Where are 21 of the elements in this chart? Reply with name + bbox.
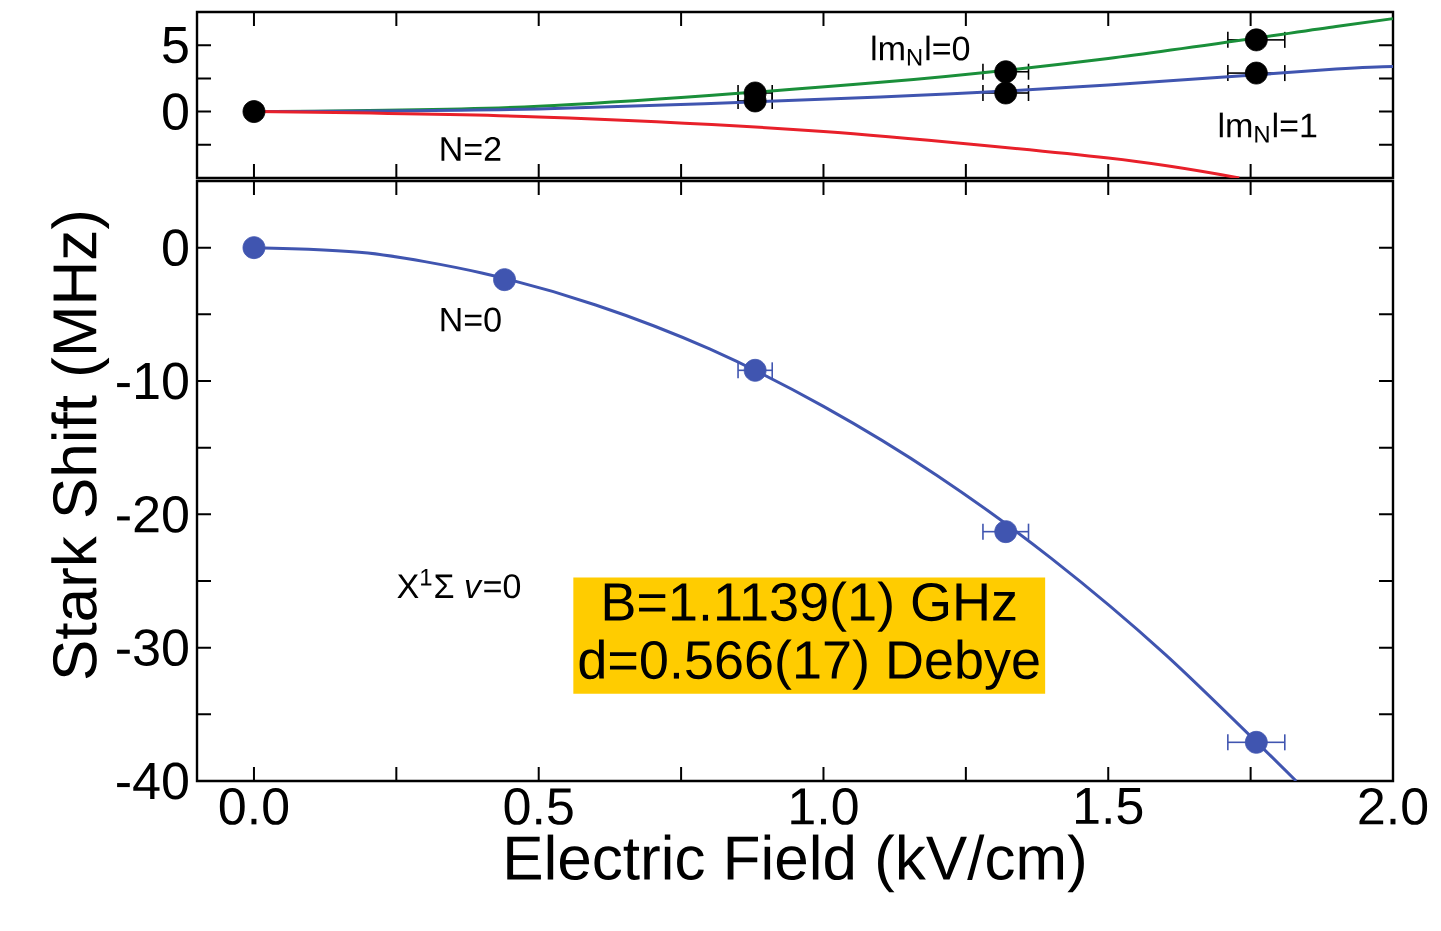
x-axis-title: Electric Field (kV/cm) <box>507 834 1084 893</box>
annotation: N=0 <box>441 307 501 332</box>
annotation: X$^{1}$Σ v=0 <box>397 569 521 599</box>
y-tick-label: -40 <box>117 762 188 800</box>
x-tick-label: 1.0 <box>791 788 858 825</box>
y-tick-label: -10 <box>117 362 188 400</box>
x-tick-label: 1.5 <box>1076 788 1143 825</box>
y-tick-label: 0 <box>163 229 188 267</box>
x-tick-label: 0.0 <box>219 788 289 825</box>
y-tick-label: -20 <box>117 495 188 533</box>
y-axis-title: Stark Shift (MHz) <box>51 212 110 679</box>
y-tick-label: -30 <box>117 629 188 667</box>
annotation: lm$_{N}$l=0 <box>872 35 970 66</box>
annotation: B=1.1139(1) GHz <box>604 581 1016 632</box>
annotation: d=0.566(17) Debye <box>579 639 1039 690</box>
annotation: N=2 <box>441 136 501 161</box>
y-tick-label: 0 <box>163 93 188 130</box>
x-tick-label: 0.5 <box>504 788 573 825</box>
x-tick-label: 2.0 <box>1359 788 1428 825</box>
annotation: lm$_{N}$l=1 <box>1219 112 1317 143</box>
y-tick-label: 5 <box>163 27 188 64</box>
